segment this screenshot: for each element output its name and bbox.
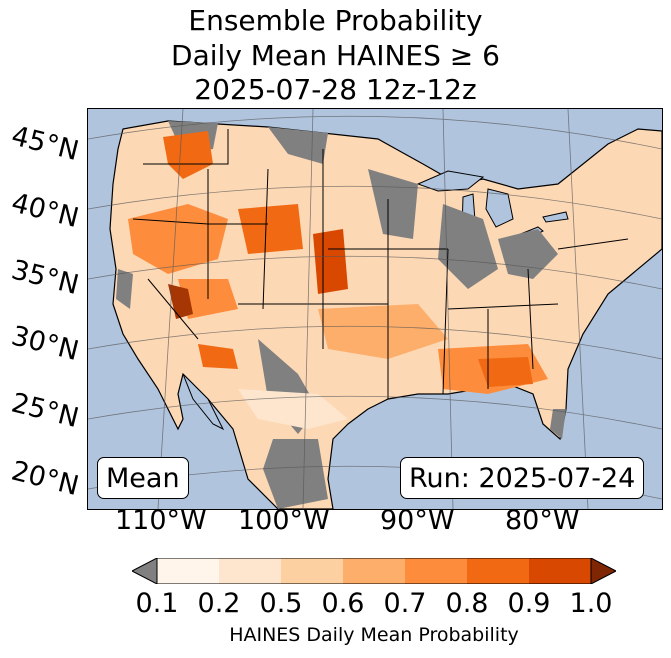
lat-label-30: 30°N xyxy=(8,320,82,368)
colorbar-under-arrow xyxy=(132,558,158,584)
cbar-tick-2: 0.5 xyxy=(259,588,303,619)
lat-label-40: 40°N xyxy=(8,187,82,235)
map-panel xyxy=(87,108,663,510)
colorbar-cells xyxy=(157,558,592,584)
colorbar-cell xyxy=(467,558,530,584)
colorbar-cell xyxy=(405,558,468,584)
cbar-tick-3: 0.6 xyxy=(321,588,365,619)
lon-label-80: 80°W xyxy=(505,505,580,536)
lake-superior xyxy=(416,170,485,192)
cbar-tick-5: 0.8 xyxy=(445,588,489,619)
lat-label-20: 20°N xyxy=(8,455,82,503)
colorbar-over-arrow xyxy=(590,558,616,584)
stat-label-box: Mean xyxy=(97,457,189,499)
gulf-of-california xyxy=(182,373,225,431)
lat-label-45: 45°N xyxy=(8,120,82,168)
cbar-tick-0: 0.1 xyxy=(135,588,179,619)
colorbar-cell xyxy=(529,558,592,584)
colorbar-label: HAINES Daily Mean Probability xyxy=(229,624,519,646)
graticule xyxy=(88,109,662,509)
lat-label-25: 25°N xyxy=(8,387,82,435)
map-canvas xyxy=(88,109,662,509)
title-line-3: 2025-07-28 12z-12z xyxy=(194,73,477,106)
cbar-tick-6: 0.9 xyxy=(507,588,551,619)
cbar-tick-7: 1.0 xyxy=(569,588,613,619)
colorbar-cell xyxy=(219,558,282,584)
colorbar-cell xyxy=(281,558,344,584)
colorbar-cell xyxy=(343,558,406,584)
lon-label-90: 90°W xyxy=(380,505,455,536)
cbar-tick-4: 0.7 xyxy=(383,588,427,619)
probability-shading xyxy=(128,131,548,429)
lon-label-100: 100°W xyxy=(238,505,330,536)
cbar-tick-1: 0.2 xyxy=(197,588,241,619)
title-line-1: Ensemble Probability xyxy=(188,4,483,37)
lake-huron xyxy=(485,188,514,228)
run-label-box: Run: 2025-07-24 xyxy=(400,457,645,499)
lake-ontario xyxy=(542,211,569,223)
title-line-2: Daily Mean HAINES ≥ 6 xyxy=(171,39,500,72)
colorbar-outline xyxy=(156,558,592,584)
colorbar-cell xyxy=(157,558,220,584)
state-boundaries xyxy=(132,129,629,399)
lat-label-35: 35°N xyxy=(8,254,82,302)
lon-label-110: 110°W xyxy=(115,505,207,536)
colorbar xyxy=(132,558,616,584)
